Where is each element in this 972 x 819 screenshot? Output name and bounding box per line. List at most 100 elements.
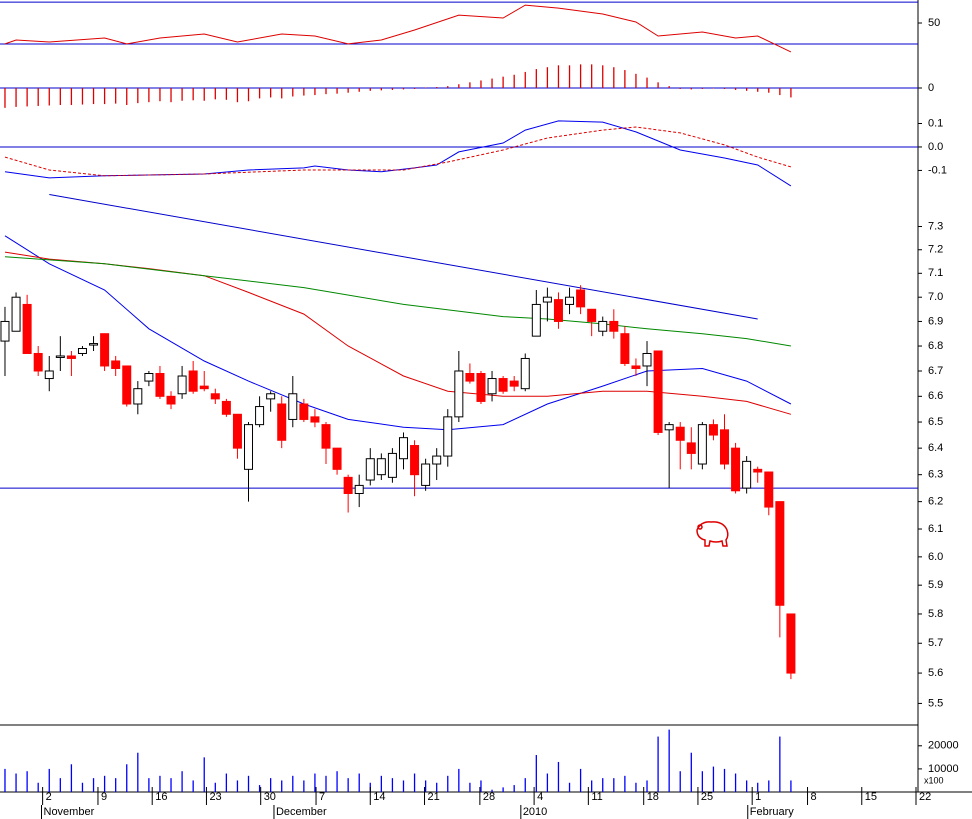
candle-body	[565, 296, 575, 305]
candle-body	[686, 442, 696, 454]
candle-body	[376, 458, 386, 476]
candle-body	[753, 468, 763, 473]
candle-body	[354, 484, 364, 494]
x-tick-label: 2	[46, 791, 52, 803]
candle-body	[487, 378, 497, 395]
candle-body	[720, 429, 730, 465]
x-tick-label: 23	[209, 791, 221, 803]
candle-body	[133, 388, 143, 405]
candle-body	[598, 320, 608, 332]
candle-body	[332, 447, 342, 470]
y-tick-label: 6.5	[928, 416, 943, 428]
candle-body	[454, 370, 464, 418]
y-tick-label: 6.2	[928, 496, 943, 508]
candle-body	[11, 296, 21, 332]
bear-icon	[696, 521, 729, 547]
y-tick-label: 7.3	[928, 220, 943, 232]
line-series	[4, 235, 792, 431]
x-tick-label: 4	[537, 791, 543, 803]
y-tick-label: 7.0	[928, 291, 943, 303]
candle-body	[89, 343, 99, 346]
candle-body	[553, 299, 563, 322]
candle-body	[22, 303, 32, 354]
y-tick-label: 0.0	[928, 141, 943, 153]
candle-body	[465, 373, 475, 382]
month-label: December	[276, 806, 327, 818]
candle-body	[708, 424, 718, 436]
candle-body	[122, 365, 132, 405]
candle-body	[587, 308, 597, 322]
x-tick-label: 21	[428, 791, 440, 803]
candle-body	[144, 373, 154, 382]
y-tick-label: 6.6	[928, 390, 943, 402]
x-tick-label: 22	[919, 791, 931, 803]
candle-body	[299, 403, 309, 420]
candle-body	[775, 501, 785, 606]
x-tick-label: 28	[483, 791, 495, 803]
candle-body	[343, 476, 353, 494]
y-tick-label: -0.1	[928, 164, 947, 176]
y-tick-label: 6.1	[928, 523, 943, 535]
candle-body	[55, 355, 65, 358]
candle-body	[432, 455, 442, 465]
candle-body	[387, 452, 397, 478]
y-tick-label: 5.6	[928, 667, 943, 679]
candle-body	[33, 352, 43, 372]
y-tick-label: 5.7	[928, 637, 943, 649]
y-tick-label: 5.9	[928, 579, 943, 591]
candle-body	[675, 426, 685, 441]
candle-body	[531, 303, 541, 337]
x-tick-label: 30	[264, 791, 276, 803]
candle-body	[398, 437, 408, 460]
unit-label: x100	[924, 775, 944, 785]
candle-body	[421, 463, 431, 486]
y-tick-label: 5.8	[928, 608, 943, 620]
x-tick-label: 9	[101, 791, 107, 803]
candle-body	[742, 460, 752, 489]
y-tick-label: 6.9	[928, 315, 943, 327]
y-tick-label: 6.7	[928, 365, 943, 377]
candle-body	[221, 400, 231, 415]
y-tick-label: 0	[928, 82, 934, 94]
candle-body	[731, 447, 741, 492]
y-tick-label: 6.8	[928, 340, 943, 352]
y-tick-label: 0.1	[928, 117, 943, 129]
candle-body	[786, 613, 796, 674]
candle-body	[576, 289, 586, 308]
candle-body	[177, 375, 187, 395]
x-tick-label: 1	[755, 791, 761, 803]
candle-body	[410, 445, 420, 476]
candle-body	[664, 424, 674, 431]
line-series	[49, 194, 758, 320]
candle-body	[310, 416, 320, 423]
candle-body	[443, 416, 453, 457]
line-series	[4, 4, 792, 53]
candle-body	[77, 348, 87, 354]
candle-body	[476, 373, 486, 402]
y-tick-label: 6.4	[928, 442, 943, 454]
y-tick-label: 6.0	[928, 551, 943, 563]
candle-body	[631, 365, 641, 369]
candle-body	[697, 424, 707, 465]
y-tick-label: 6.3	[928, 469, 943, 481]
x-tick-label: 11	[591, 791, 602, 803]
candle-body	[100, 333, 110, 367]
line-series	[4, 256, 791, 347]
candle-body	[653, 350, 663, 433]
candle-body	[266, 393, 276, 400]
month-label: 2010	[523, 806, 547, 818]
x-tick-label: 18	[647, 791, 659, 803]
candle-body	[520, 357, 530, 390]
candle-body	[244, 424, 254, 470]
candle-body	[0, 320, 10, 342]
x-tick-label: 25	[701, 791, 713, 803]
x-tick-label: 15	[865, 791, 877, 803]
candle-body	[255, 406, 265, 426]
candle-body	[232, 413, 242, 449]
x-tick-label: 7	[319, 791, 325, 803]
line-series	[4, 126, 792, 177]
candle-body	[288, 393, 298, 420]
y-tick-label: 10000	[928, 763, 959, 775]
